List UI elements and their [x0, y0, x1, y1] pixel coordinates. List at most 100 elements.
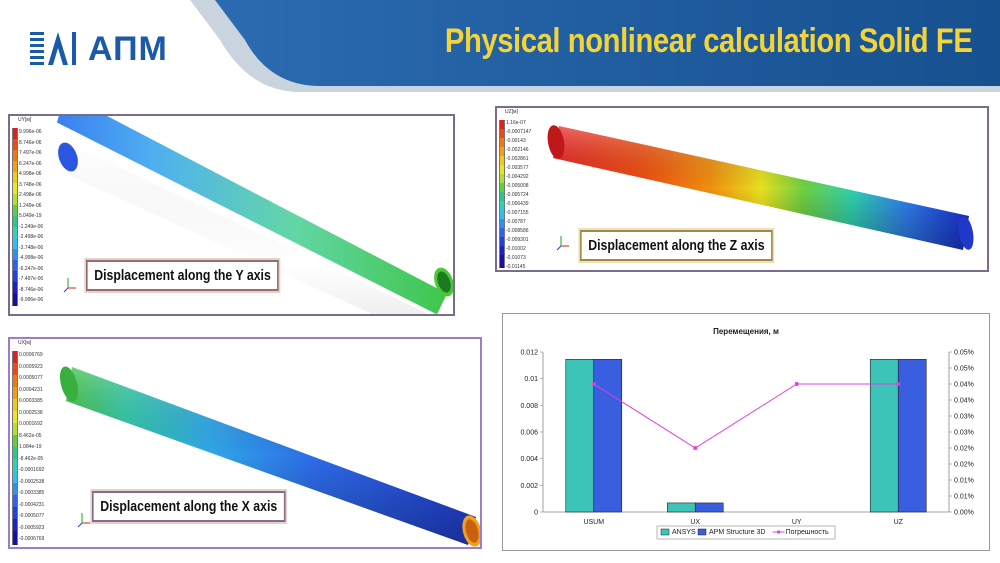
uz-scale-value: -0.0007147	[506, 129, 532, 135]
error-line-point	[794, 382, 799, 386]
uy-scale-value: 3.748e-06	[19, 181, 42, 188]
y-tick-label-right: 0.04%	[954, 382, 974, 389]
chart-bars	[565, 359, 927, 513]
uy-scale-value: 2.498e-06	[19, 192, 42, 198]
ux-scale-value: -0.0002538	[19, 478, 45, 485]
uy-scale-value: -8.746e-06	[19, 286, 44, 293]
y-tick-label-right: 0.05%	[954, 366, 974, 373]
uy-scale-value: -2.498e-06	[19, 234, 44, 240]
uz-scale-value: 1.16e-07	[506, 120, 526, 126]
uy-axis-triad	[63, 278, 76, 293]
legend-label: ANSYS	[672, 529, 696, 536]
ux-scale-value: 0.0005077	[19, 375, 43, 381]
uy-caption: Displacement along the Y axis	[86, 260, 280, 291]
uy-scale-value: 4.998e-06	[19, 171, 42, 177]
displacement-bar-chart: Перемещения, м 0 0.002 0.004 0.006 0.008 0.01…	[520, 327, 974, 540]
ux-caption: Displacement along the X axis	[92, 491, 286, 522]
ux-scale-value: 8.462e-05	[19, 432, 42, 439]
uz-color-scale	[499, 120, 505, 268]
uz-scale-value: -0.01145	[506, 264, 526, 270]
uy-scale-value: -3.748e-06	[19, 244, 44, 251]
y-tick-label-left: 0.004	[520, 456, 538, 463]
uz-scale-value: -0.009301	[506, 237, 529, 243]
bar-ansys	[565, 359, 595, 513]
panel-uz-displacement: UZ[м] 1.16e-07 -0.0007147 -0.00143 -0.00…	[495, 106, 989, 272]
uz-scale-value: -0.004292	[506, 174, 529, 180]
uy-scale-value: 6.247e-06	[19, 160, 42, 167]
uz-scale-value: -0.00787	[506, 219, 526, 225]
ux-scale-value: -8.462e-05	[19, 455, 44, 462]
uz-axis-triad	[556, 236, 569, 251]
uz-tube	[547, 125, 974, 250]
uy-scale-value: 8.746e-06	[19, 139, 42, 146]
uy-scale-title: UY[м]	[18, 117, 32, 123]
chart-error-line	[591, 382, 901, 450]
error-line-path	[593, 383, 899, 449]
uy-scale-value: -9.996e-06	[19, 297, 44, 303]
y-tick-label-left: 0.002	[520, 483, 538, 490]
chart-legend: ANSYS APM Structure 3D Погрешность	[656, 525, 836, 540]
bar-ansys	[869, 359, 899, 513]
panel-displacement-chart: Перемещения, м 0 0.002 0.004 0.006 0.008 0.01…	[502, 313, 990, 551]
ux-scale-value: 0.0001692	[19, 421, 43, 427]
x-tick-label: UX	[690, 519, 700, 526]
uy-scale-value: -6.247e-06	[19, 265, 44, 272]
uz-scale-value: -0.002146	[506, 147, 529, 153]
uz-caption: Displacement along the Z axis	[580, 230, 773, 261]
logo-mark-icon	[30, 32, 76, 65]
uz-scale-value: -0.002861	[506, 156, 529, 162]
uz-scale-value: -0.008586	[506, 228, 529, 234]
uy-scale-values: 9.996e-06 8.746e-06 7.497e-06 6.247e-06 …	[19, 127, 43, 306]
ux-scale-value: 0.0005923	[19, 363, 43, 370]
y-tick-label-right: 0.03%	[954, 430, 974, 437]
bar-apm-structure-3d	[694, 502, 724, 513]
ux-scale-value: -0.0005077	[19, 513, 45, 519]
legend-label: Погрешность	[786, 529, 829, 536]
ux-scale-value: 0.0006769	[19, 352, 43, 358]
ux-scale-value: -0.0004231	[19, 501, 45, 508]
error-line-point	[896, 382, 901, 386]
uz-scale-value: -0.00143	[506, 138, 526, 144]
y-tick-label-right: 0.00%	[954, 510, 974, 517]
uz-model-view	[499, 120, 974, 268]
uz-scale-value: -0.005724	[506, 192, 529, 198]
uy-scale-value: 9.996e-06	[19, 129, 42, 135]
legend-label: APM Structure 3D	[709, 529, 765, 536]
ux-color-scale	[12, 351, 18, 545]
y-tick-label-left: 0.008	[520, 403, 538, 410]
uy-scale-value: -7.497e-06	[19, 276, 44, 282]
ux-scale-value: -0.0003385	[19, 490, 45, 496]
ux-scale-values: 0.0006769 0.0005923 0.0005077 0.0004231 …	[19, 350, 44, 546]
y-tick-label-right: 0.02%	[954, 462, 974, 469]
error-line-point	[693, 446, 698, 450]
ux-tube	[59, 366, 480, 547]
ux-scale-value: -0.0005923	[19, 524, 45, 531]
x-tick-label: UZ	[894, 519, 904, 526]
uy-color-scale	[12, 128, 18, 306]
ux-scale-value: 1.084e-19	[19, 444, 42, 450]
uz-scale-title: UZ[м]	[505, 109, 518, 115]
ux-axis-triad	[77, 513, 90, 528]
x-tick-label: USUM	[583, 519, 604, 526]
uz-scale-value: -0.006439	[506, 201, 529, 207]
legend-swatch-point	[777, 530, 781, 534]
y-tick-label-left: 0.012	[520, 350, 538, 357]
uy-model-view	[12, 116, 453, 314]
ux-scale-value: -0.0006769	[19, 536, 45, 542]
apm-logo: АПМ	[28, 26, 198, 70]
legend-swatch	[660, 528, 670, 536]
y-tick-label-left: 0.006	[520, 430, 538, 437]
panel-uy-displacement: UY[м] 9.996e-06 8.746e-06 7.497e-06 6.24…	[8, 114, 455, 316]
y-tick-label-left: 0	[534, 510, 538, 517]
uz-scale-value: -0.01002	[506, 246, 526, 252]
uz-scale-value: -0.007155	[506, 210, 529, 216]
ux-model-view	[12, 351, 480, 547]
y-tick-label-right: 0.05%	[954, 350, 974, 357]
bar-ansys	[666, 502, 696, 513]
y-tick-label-right: 0.03%	[954, 414, 974, 421]
y-tick-label-right: 0.01%	[954, 494, 974, 501]
slide-title: Physical nonlinear calculation Solid FE	[444, 22, 972, 60]
chart-title: Перемещения, м	[713, 327, 779, 336]
uy-scale-value: 5.049e-19	[19, 213, 42, 219]
x-tick-label: UY	[792, 519, 802, 526]
